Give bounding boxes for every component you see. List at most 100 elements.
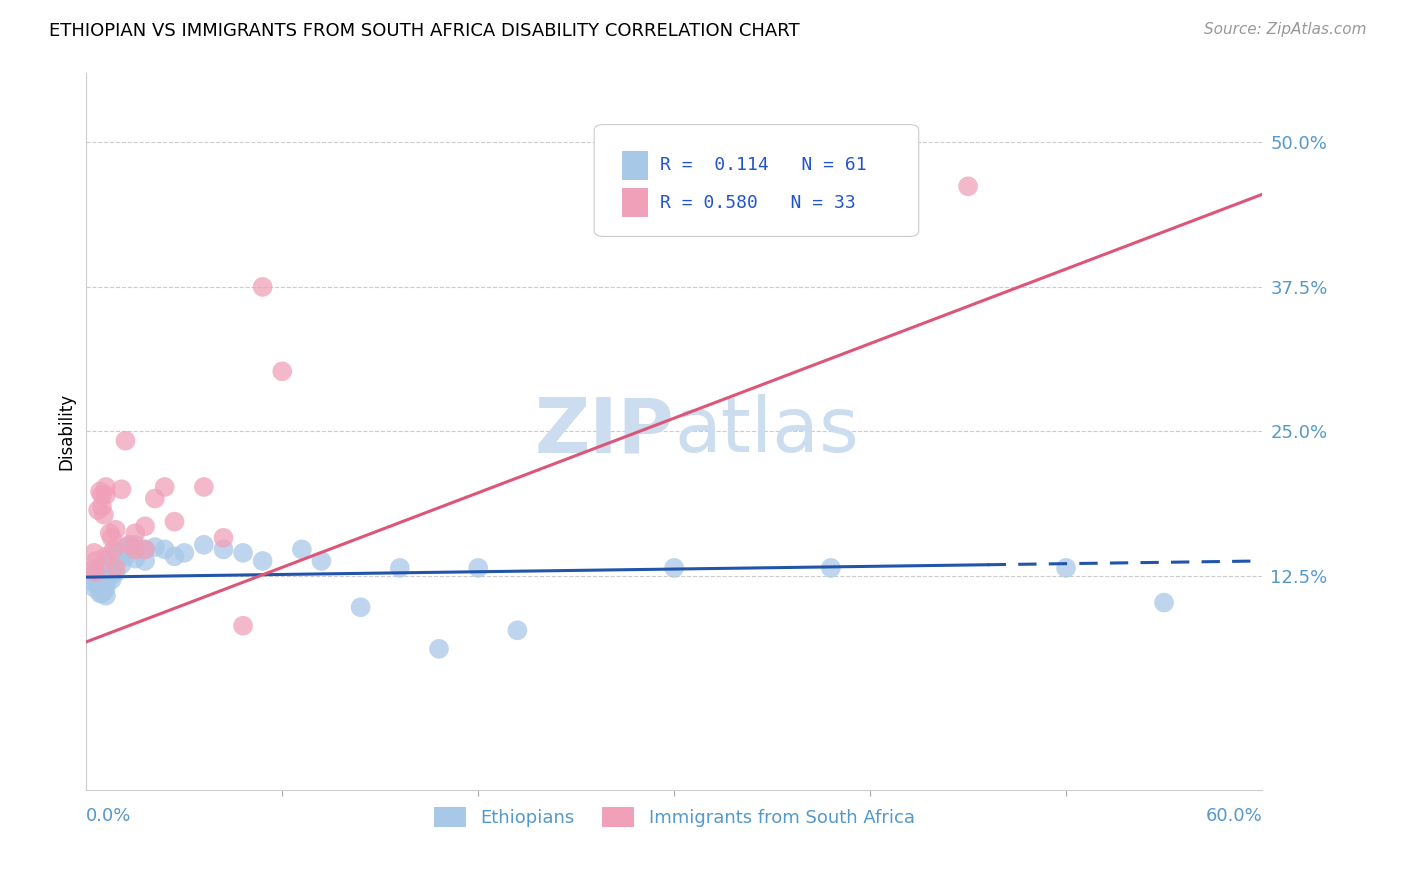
Point xyxy=(100,554,122,568)
FancyBboxPatch shape xyxy=(623,188,648,217)
Point xyxy=(91,577,114,591)
Point xyxy=(143,540,166,554)
Point xyxy=(84,554,107,568)
Point xyxy=(1153,596,1175,610)
Point xyxy=(93,584,115,599)
Point xyxy=(104,546,127,560)
Point xyxy=(89,574,111,589)
Point xyxy=(98,569,121,583)
Point xyxy=(252,280,274,294)
Point xyxy=(93,508,115,522)
Point xyxy=(271,364,294,378)
Point xyxy=(84,566,107,580)
Legend: Ethiopians, Immigrants from South Africa: Ethiopians, Immigrants from South Africa xyxy=(426,799,922,835)
Point xyxy=(94,558,117,572)
Point xyxy=(84,569,107,583)
Point xyxy=(193,480,215,494)
Point xyxy=(1054,561,1077,575)
Point xyxy=(94,589,117,603)
Point xyxy=(349,600,371,615)
Point xyxy=(118,542,141,557)
Point xyxy=(118,538,141,552)
Point xyxy=(91,500,114,514)
Text: R =  0.114   N = 61: R = 0.114 N = 61 xyxy=(659,156,866,175)
Point xyxy=(97,558,120,572)
Point xyxy=(820,561,842,575)
Point xyxy=(110,558,132,572)
Point xyxy=(103,542,125,557)
Point xyxy=(124,526,146,541)
Point xyxy=(87,577,110,591)
Point xyxy=(153,542,176,557)
Point xyxy=(104,554,127,568)
Point xyxy=(98,526,121,541)
Point xyxy=(91,571,114,585)
Point xyxy=(94,480,117,494)
Point xyxy=(957,179,980,194)
Point xyxy=(83,581,105,595)
Point xyxy=(89,484,111,499)
Point xyxy=(104,566,127,580)
Point xyxy=(134,519,156,533)
Point xyxy=(114,540,136,554)
Point xyxy=(388,561,411,575)
FancyBboxPatch shape xyxy=(623,151,648,180)
Point xyxy=(98,561,121,575)
Point xyxy=(124,538,146,552)
Text: 0.0%: 0.0% xyxy=(86,807,132,825)
Point xyxy=(291,542,314,557)
Point xyxy=(108,549,131,564)
Point xyxy=(134,554,156,568)
Point xyxy=(143,491,166,506)
Point xyxy=(100,563,122,577)
Point xyxy=(173,546,195,560)
Point xyxy=(252,554,274,568)
Point xyxy=(212,542,235,557)
Point xyxy=(82,574,104,589)
Text: Source: ZipAtlas.com: Source: ZipAtlas.com xyxy=(1204,22,1367,37)
Point xyxy=(94,569,117,583)
Point xyxy=(662,561,685,575)
Point xyxy=(506,624,529,638)
Point xyxy=(124,551,146,566)
Point xyxy=(83,546,105,560)
Text: ETHIOPIAN VS IMMIGRANTS FROM SOUTH AFRICA DISABILITY CORRELATION CHART: ETHIOPIAN VS IMMIGRANTS FROM SOUTH AFRIC… xyxy=(49,22,800,40)
Point xyxy=(427,641,450,656)
Point xyxy=(232,618,254,632)
Point xyxy=(153,480,176,494)
Point xyxy=(91,586,114,600)
Text: R = 0.580   N = 33: R = 0.580 N = 33 xyxy=(659,194,856,211)
Point xyxy=(94,549,117,564)
Point xyxy=(232,546,254,560)
Point xyxy=(87,503,110,517)
Point xyxy=(93,577,115,591)
Point xyxy=(104,523,127,537)
Point xyxy=(93,570,115,584)
Point xyxy=(82,563,104,577)
Point xyxy=(110,483,132,497)
Point xyxy=(114,549,136,564)
Point xyxy=(212,531,235,545)
Point xyxy=(94,574,117,589)
Point xyxy=(94,563,117,577)
Point xyxy=(311,554,333,568)
Point xyxy=(94,581,117,595)
Text: atlas: atlas xyxy=(673,394,859,468)
Point xyxy=(163,515,186,529)
Point xyxy=(93,563,115,577)
Point xyxy=(134,542,156,557)
FancyBboxPatch shape xyxy=(595,125,918,236)
Point xyxy=(87,569,110,583)
Y-axis label: Disability: Disability xyxy=(58,392,75,470)
Point xyxy=(124,542,146,557)
Point xyxy=(91,566,114,580)
Point xyxy=(193,538,215,552)
Text: ZIP: ZIP xyxy=(534,394,673,468)
Point xyxy=(134,542,156,557)
Point xyxy=(94,488,117,502)
Point xyxy=(163,549,186,564)
Point xyxy=(89,581,111,595)
Point xyxy=(91,488,114,502)
Point xyxy=(89,586,111,600)
Point xyxy=(100,573,122,587)
